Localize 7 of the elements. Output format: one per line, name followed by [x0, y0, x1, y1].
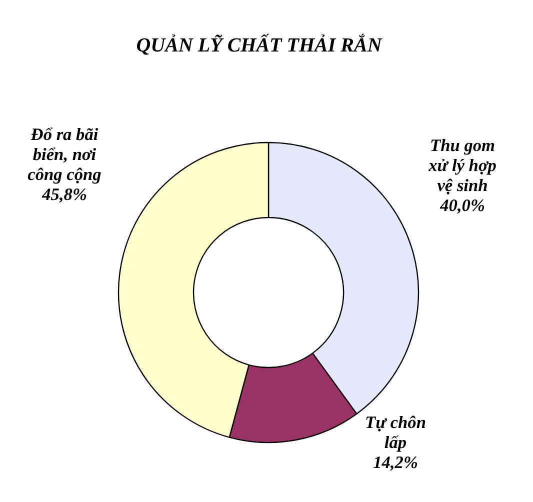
chart-title: QUẢN LỸ CHẤT THẢI RẮN [136, 34, 384, 56]
data-label: 14,2% [373, 453, 418, 472]
slice-label: Tự chôn lấp [365, 413, 426, 452]
slice-label: Thu gom xử lý hợp vệ sinh [428, 136, 497, 195]
data-label: 40,0% [439, 196, 485, 215]
slice-label: Đổ ra bãi biển, nơi công cộng [28, 125, 102, 184]
data-label: 45,8% [41, 185, 87, 204]
